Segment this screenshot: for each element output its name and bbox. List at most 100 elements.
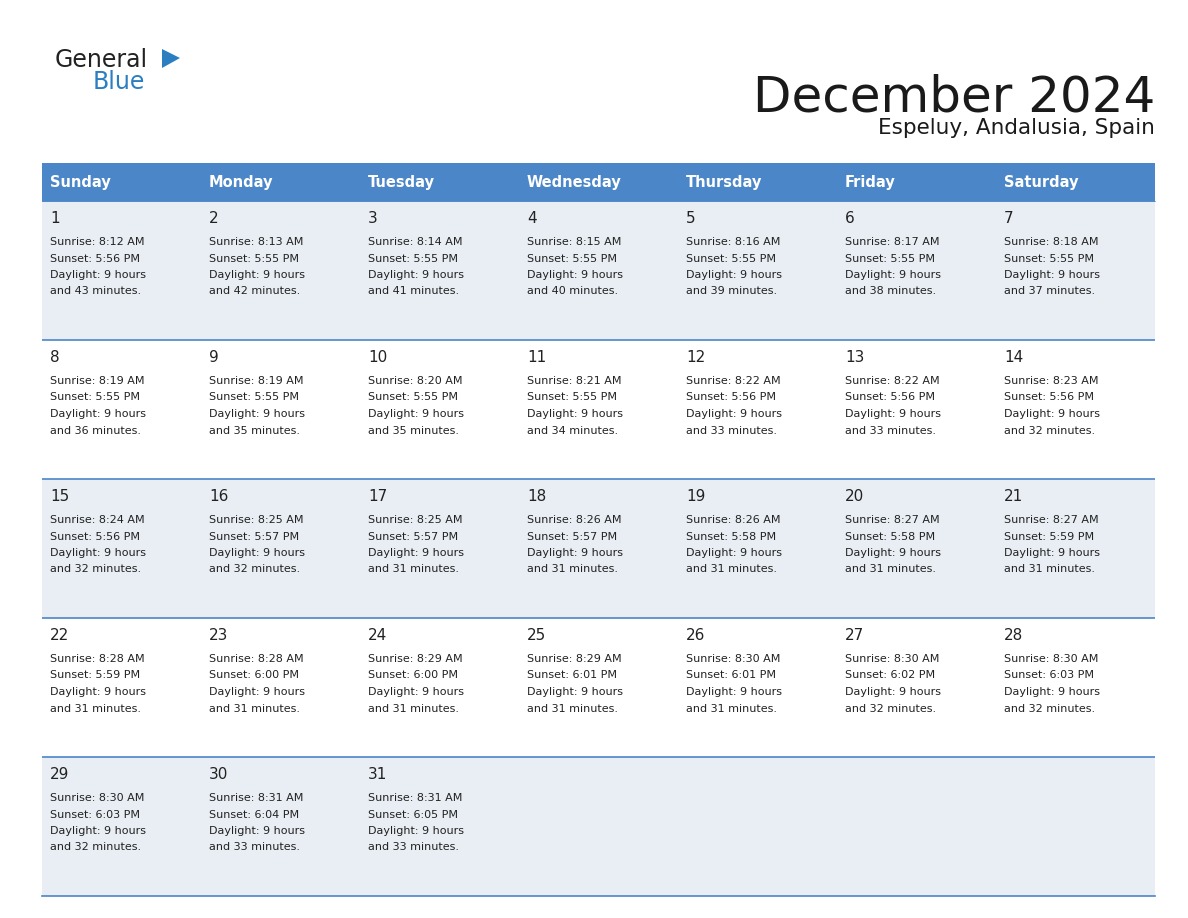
Text: Daylight: 9 hours: Daylight: 9 hours [845, 409, 941, 419]
Text: Daylight: 9 hours: Daylight: 9 hours [368, 687, 465, 697]
Text: Sunset: 5:55 PM: Sunset: 5:55 PM [50, 393, 140, 402]
Text: Sunrise: 8:30 AM: Sunrise: 8:30 AM [50, 793, 145, 803]
Text: Sunset: 5:55 PM: Sunset: 5:55 PM [685, 253, 776, 263]
Text: Sunset: 5:55 PM: Sunset: 5:55 PM [368, 253, 459, 263]
Text: Daylight: 9 hours: Daylight: 9 hours [845, 687, 941, 697]
Text: Sunrise: 8:23 AM: Sunrise: 8:23 AM [1004, 376, 1099, 386]
Text: Daylight: 9 hours: Daylight: 9 hours [1004, 270, 1100, 280]
Text: Daylight: 9 hours: Daylight: 9 hours [1004, 687, 1100, 697]
Text: Daylight: 9 hours: Daylight: 9 hours [527, 270, 623, 280]
Text: Sunset: 6:02 PM: Sunset: 6:02 PM [845, 670, 935, 680]
Text: Sunset: 5:57 PM: Sunset: 5:57 PM [527, 532, 617, 542]
Text: Sunrise: 8:18 AM: Sunrise: 8:18 AM [1004, 237, 1099, 247]
Text: 25: 25 [527, 628, 546, 643]
Bar [42, 340, 1155, 479]
Text: Sunrise: 8:26 AM: Sunrise: 8:26 AM [527, 515, 621, 525]
Text: 6: 6 [845, 211, 854, 226]
Bar [42, 163, 1155, 201]
Text: Wednesday: Wednesday [527, 174, 621, 189]
Text: and 32 minutes.: and 32 minutes. [1004, 426, 1095, 435]
Text: Sunrise: 8:26 AM: Sunrise: 8:26 AM [685, 515, 781, 525]
Text: Daylight: 9 hours: Daylight: 9 hours [50, 687, 146, 697]
Text: 2: 2 [209, 211, 219, 226]
Text: Sunrise: 8:12 AM: Sunrise: 8:12 AM [50, 237, 145, 247]
Text: 9: 9 [209, 350, 219, 365]
Text: Daylight: 9 hours: Daylight: 9 hours [50, 409, 146, 419]
Text: Tuesday: Tuesday [368, 174, 435, 189]
Text: Sunrise: 8:17 AM: Sunrise: 8:17 AM [845, 237, 940, 247]
Text: Daylight: 9 hours: Daylight: 9 hours [845, 548, 941, 558]
Text: Sunday: Sunday [50, 174, 110, 189]
Text: Sunset: 5:56 PM: Sunset: 5:56 PM [50, 532, 140, 542]
Text: and 37 minutes.: and 37 minutes. [1004, 286, 1095, 297]
Text: Sunrise: 8:14 AM: Sunrise: 8:14 AM [368, 237, 462, 247]
Text: Sunrise: 8:30 AM: Sunrise: 8:30 AM [1004, 654, 1099, 664]
Text: Sunrise: 8:20 AM: Sunrise: 8:20 AM [368, 376, 462, 386]
Text: Sunrise: 8:27 AM: Sunrise: 8:27 AM [1004, 515, 1099, 525]
Text: Daylight: 9 hours: Daylight: 9 hours [685, 270, 782, 280]
Text: Sunset: 6:01 PM: Sunset: 6:01 PM [685, 670, 776, 680]
Text: Daylight: 9 hours: Daylight: 9 hours [527, 409, 623, 419]
Text: Espeluy, Andalusia, Spain: Espeluy, Andalusia, Spain [878, 118, 1155, 138]
Text: Daylight: 9 hours: Daylight: 9 hours [209, 409, 305, 419]
Text: 26: 26 [685, 628, 706, 643]
Text: and 36 minutes.: and 36 minutes. [50, 426, 141, 435]
Text: 7: 7 [1004, 211, 1013, 226]
Bar [42, 618, 1155, 757]
Text: and 31 minutes.: and 31 minutes. [209, 703, 301, 713]
Text: Daylight: 9 hours: Daylight: 9 hours [50, 548, 146, 558]
Text: 5: 5 [685, 211, 696, 226]
Text: December 2024: December 2024 [753, 73, 1155, 121]
Text: and 31 minutes.: and 31 minutes. [527, 703, 618, 713]
Text: Sunset: 5:55 PM: Sunset: 5:55 PM [845, 253, 935, 263]
Text: 31: 31 [368, 767, 387, 782]
Text: and 31 minutes.: and 31 minutes. [1004, 565, 1095, 575]
Text: 15: 15 [50, 489, 69, 504]
Text: 30: 30 [209, 767, 228, 782]
Text: and 32 minutes.: and 32 minutes. [209, 565, 301, 575]
Text: Daylight: 9 hours: Daylight: 9 hours [209, 270, 305, 280]
Text: Daylight: 9 hours: Daylight: 9 hours [1004, 548, 1100, 558]
Text: and 42 minutes.: and 42 minutes. [209, 286, 301, 297]
Text: 16: 16 [209, 489, 228, 504]
Text: Sunset: 5:56 PM: Sunset: 5:56 PM [685, 393, 776, 402]
Text: Sunset: 6:01 PM: Sunset: 6:01 PM [527, 670, 617, 680]
Text: Sunset: 5:55 PM: Sunset: 5:55 PM [1004, 253, 1094, 263]
Text: Sunrise: 8:19 AM: Sunrise: 8:19 AM [209, 376, 303, 386]
Text: and 31 minutes.: and 31 minutes. [368, 703, 459, 713]
Text: Daylight: 9 hours: Daylight: 9 hours [845, 270, 941, 280]
Text: and 35 minutes.: and 35 minutes. [209, 426, 301, 435]
Text: 17: 17 [368, 489, 387, 504]
Text: Sunset: 5:56 PM: Sunset: 5:56 PM [1004, 393, 1094, 402]
Text: 20: 20 [845, 489, 864, 504]
Text: Sunset: 5:58 PM: Sunset: 5:58 PM [685, 532, 776, 542]
Text: Sunset: 5:55 PM: Sunset: 5:55 PM [527, 393, 617, 402]
Text: Sunset: 5:58 PM: Sunset: 5:58 PM [845, 532, 935, 542]
Text: Sunset: 6:00 PM: Sunset: 6:00 PM [368, 670, 459, 680]
Text: 22: 22 [50, 628, 69, 643]
Text: Daylight: 9 hours: Daylight: 9 hours [368, 826, 465, 836]
Text: and 33 minutes.: and 33 minutes. [368, 843, 459, 853]
Text: and 35 minutes.: and 35 minutes. [368, 426, 459, 435]
Text: Sunrise: 8:30 AM: Sunrise: 8:30 AM [685, 654, 781, 664]
Text: Sunset: 5:55 PM: Sunset: 5:55 PM [209, 253, 299, 263]
Text: Sunrise: 8:27 AM: Sunrise: 8:27 AM [845, 515, 940, 525]
Text: Sunset: 5:56 PM: Sunset: 5:56 PM [845, 393, 935, 402]
Text: Sunrise: 8:28 AM: Sunrise: 8:28 AM [209, 654, 304, 664]
Text: 11: 11 [527, 350, 546, 365]
Bar [42, 479, 1155, 618]
Text: Daylight: 9 hours: Daylight: 9 hours [209, 548, 305, 558]
Text: Sunrise: 8:13 AM: Sunrise: 8:13 AM [209, 237, 303, 247]
Text: Blue: Blue [93, 70, 145, 94]
Text: 8: 8 [50, 350, 59, 365]
Text: and 40 minutes.: and 40 minutes. [527, 286, 618, 297]
Text: Sunrise: 8:28 AM: Sunrise: 8:28 AM [50, 654, 145, 664]
Text: Sunrise: 8:25 AM: Sunrise: 8:25 AM [209, 515, 303, 525]
Text: Sunset: 5:55 PM: Sunset: 5:55 PM [209, 393, 299, 402]
Text: Sunrise: 8:24 AM: Sunrise: 8:24 AM [50, 515, 145, 525]
Text: and 32 minutes.: and 32 minutes. [50, 843, 141, 853]
Text: 24: 24 [368, 628, 387, 643]
Text: 21: 21 [1004, 489, 1023, 504]
Text: Daylight: 9 hours: Daylight: 9 hours [1004, 409, 1100, 419]
Text: Daylight: 9 hours: Daylight: 9 hours [368, 270, 465, 280]
